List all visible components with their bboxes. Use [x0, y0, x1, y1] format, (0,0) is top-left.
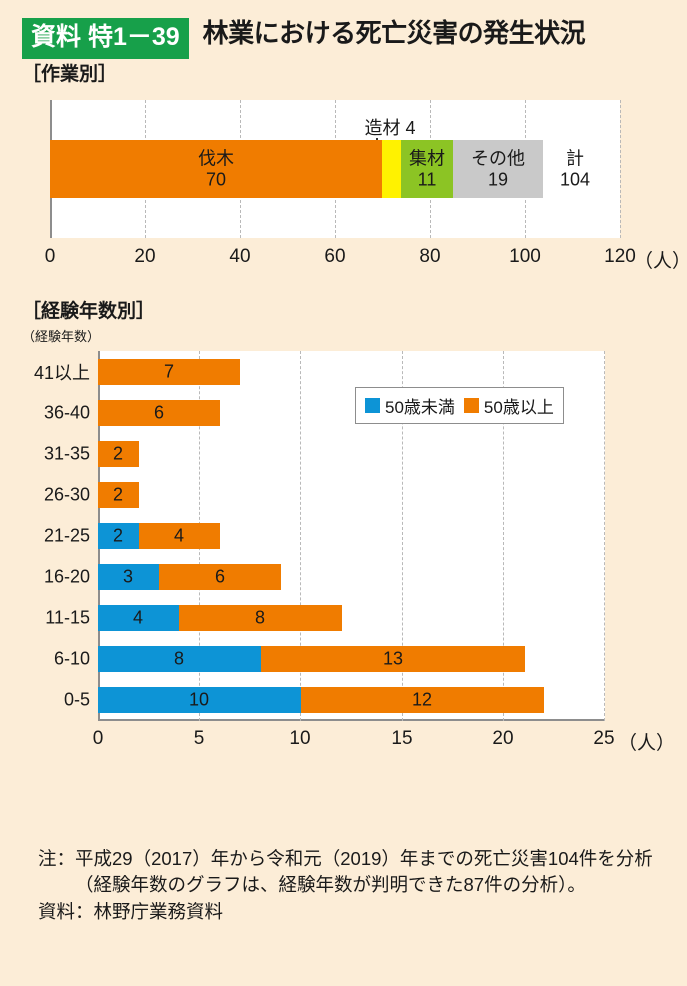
chart1-xtick-40: 40: [229, 246, 251, 267]
chart2-value-0-5-under50: 10: [188, 689, 210, 710]
chart2-bar-0-5-under50: [98, 687, 301, 713]
chart2-xtick-20: 20: [492, 728, 514, 749]
page-header: 資料 特1－39 林業における死亡災害の発生状況: [0, 0, 687, 59]
chart-by-operation: 造材 4 伐木 70 集材 11 その他 19 計 104 0 20 40 60…: [0, 96, 687, 296]
section-label-by-experience: ［経験年数別］: [22, 301, 156, 322]
chart2-bar-31-35-over50: [98, 441, 139, 467]
chart2-unit-label: （人）: [618, 733, 676, 754]
chart2-xtick-15: 15: [391, 728, 413, 749]
chart2-value-41plus-over50: 7: [163, 361, 175, 382]
chart2-category-26-30: 26-30: [43, 484, 90, 505]
chart2-category-0-5: 0-5: [63, 689, 90, 710]
page-title: 林業における死亡災害の発生状況: [202, 18, 586, 48]
legend-swatch-blue-icon: [365, 398, 380, 413]
chart1-unit-label: （人）: [634, 251, 687, 272]
chart1-segment-label-shuzai: 集材 11: [409, 148, 445, 189]
chart2-category-31-35: 31-35: [43, 443, 90, 464]
chart1-segment-sonota: [453, 140, 543, 198]
chart2-category-36-40: 36-40: [43, 402, 90, 423]
chart1-segment-label-bakuboku: 伐木 70: [198, 148, 234, 189]
chart1-xtick-120: 120: [604, 246, 636, 267]
chart1-total-label: 計 104: [560, 148, 590, 189]
chart2-value-21-25-under50: 2: [112, 525, 124, 546]
chart2-value-36-40-over50: 6: [153, 402, 165, 423]
chart2-value-26-30-over50: 2: [112, 484, 124, 505]
section-label-by-operation: ［作業別］: [22, 64, 118, 85]
chart2-value-21-25-over50: 4: [173, 525, 185, 546]
chart2-xtick-0: 0: [92, 728, 104, 749]
footnote-source-key: 資料：: [38, 900, 94, 922]
footnote-note-key: 注：: [38, 848, 76, 869]
footnote-note: 注： 平成29（2017）年から令和元（2019）年までの死亡災害104件を分析…: [38, 846, 667, 899]
chart1-segment-bakuboku: [50, 140, 382, 198]
chart2-gridline-25: [604, 351, 605, 721]
chart2-value-6-10-under50: 8: [173, 648, 185, 669]
chart2-value-0-5-over50: 12: [411, 689, 433, 710]
legend-item-over50: 50歳以上: [463, 393, 554, 418]
chart2-gridline-10: [300, 351, 301, 721]
chart1-segment-value-shuzai: 11: [417, 169, 437, 189]
chart2-bar-16-20-under50: [98, 564, 159, 590]
chart1-segment-name-shuzai: 集材: [409, 148, 445, 169]
chart2-gridline-20: [503, 351, 504, 721]
chart2-value-11-15-under50: 4: [132, 607, 144, 628]
legend-label-under50: 50歳未満: [385, 398, 455, 417]
footnotes: 注： 平成29（2017）年から令和元（2019）年までの死亡災害104件を分析…: [0, 846, 687, 925]
chart1-segment-value-sonota: 19: [487, 169, 509, 189]
chart2-category-16-20: 16-20: [43, 566, 90, 587]
chart1-xtick-80: 80: [419, 246, 441, 267]
chart2-value-16-20-over50: 6: [214, 566, 226, 587]
chart2-value-11-15-over50: 8: [254, 607, 266, 628]
chart1-xtick-20: 20: [134, 246, 156, 267]
chart2-bar-6-10-over50: [261, 646, 525, 672]
chart1-callout-label-zozai: 造材 4: [364, 118, 416, 138]
footnote-source-body: 林野庁業務資料: [93, 900, 224, 922]
chart2-x-axis: [98, 719, 605, 721]
chart2-category-21-25: 21-25: [43, 525, 90, 546]
chart1-segment-label-sonota: その他 19: [471, 148, 525, 189]
chart2-xtick-25: 25: [593, 728, 615, 749]
chart1-segment-zozai: [382, 140, 401, 198]
chart1-gridline-120: [620, 100, 621, 238]
chart2-bar-21-25-over50: [139, 523, 220, 549]
chart2-category-6-10: 6-10: [53, 648, 90, 669]
figure-number-badge: 資料 特1－39: [22, 18, 189, 59]
chart1-segment-name-sonota: その他: [471, 148, 525, 169]
footnote-note-body: 平成29（2017）年から令和元（2019）年までの死亡災害104件を分析（経験…: [75, 848, 653, 896]
chart1-segment-name-bakuboku: 伐木: [198, 148, 234, 169]
chart2-bar-11-15-over50: [179, 605, 342, 631]
chart2-bar-11-15-under50: [98, 605, 179, 631]
chart2-bar-26-30-over50: [98, 482, 139, 508]
chart2-bar-6-10-under50: [98, 646, 261, 672]
chart1-xtick-60: 60: [324, 246, 346, 267]
chart2-xtick-10: 10: [289, 728, 311, 749]
footnote-source: 資料： 林野庁業務資料: [38, 899, 667, 925]
chart2-value-6-10-over50: 13: [382, 648, 404, 669]
chart2-bar-16-20-over50: [159, 564, 281, 590]
legend-swatch-orange-icon: [463, 398, 479, 413]
chart2-xtick-5: 5: [193, 728, 205, 749]
chart2-value-16-20-under50: 3: [122, 566, 134, 587]
chart1-segment-shuzai: [401, 140, 453, 198]
chart1-total-value: 104: [559, 169, 591, 189]
chart2-bar-41plus-over50: [98, 359, 240, 385]
chart2-bar-36-40-over50: [98, 400, 220, 426]
chart1-segment-value-bakuboku: 70: [205, 169, 227, 189]
chart2-gridline-15: [402, 351, 403, 721]
legend-label-over50: 50歳以上: [483, 398, 554, 417]
chart2-category-41plus: 41以上: [33, 363, 90, 383]
chart2-value-31-35-over50: 2: [112, 443, 124, 464]
chart2-bar-21-25-under50: [98, 523, 139, 549]
chart2-category-11-15: 11-15: [45, 607, 90, 628]
chart2-legend: 50歳未満 50歳以上: [355, 387, 564, 424]
chart1-total-name: 計: [565, 148, 584, 169]
chart2-axis-title: （経験年数）: [22, 329, 101, 344]
legend-item-under50: 50歳未満: [365, 393, 455, 418]
chart2-bar-0-5-over50: [301, 687, 544, 713]
chart-by-experience: 41以上 7 36-40 6 31-35 2 26-30 2 21-25 2 4…: [0, 347, 687, 767]
chart1-xtick-0: 0: [44, 246, 56, 267]
chart1-xtick-100: 100: [509, 246, 541, 267]
